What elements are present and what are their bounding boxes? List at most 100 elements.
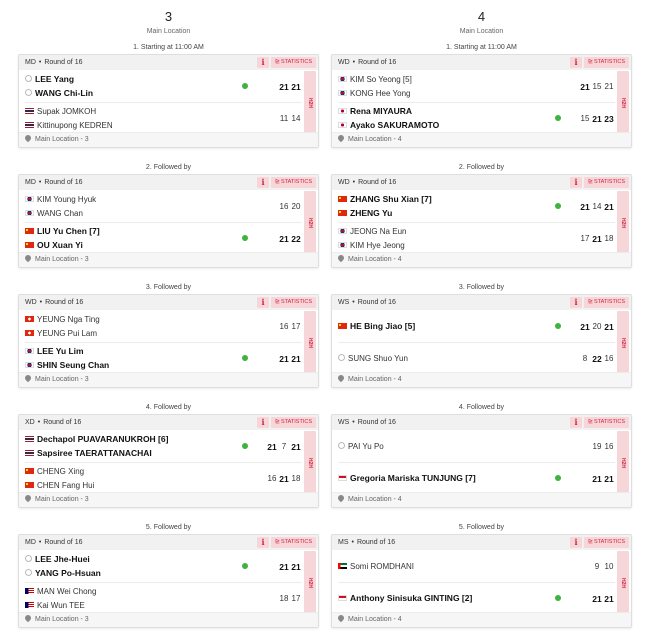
info-button[interactable]: i	[257, 297, 269, 308]
player-name[interactable]: YEUNG Nga Ting	[25, 313, 100, 326]
h2h-button[interactable]: H2H	[617, 191, 629, 255]
player-name[interactable]: WANG Chi-Lin	[25, 87, 93, 100]
statistics-button[interactable]: ⊵STATISTICS	[584, 177, 629, 188]
info-button[interactable]: i	[570, 297, 582, 308]
player-name[interactable]: JEONG Na Eun	[338, 225, 406, 238]
player-name-text: JEONG Na Eun	[350, 227, 407, 236]
separator-dot: •	[38, 539, 42, 546]
player-name[interactable]: YEUNG Pui Lam	[25, 327, 97, 340]
statistics-button[interactable]: ⊵STATISTICS	[271, 57, 316, 68]
player-name[interactable]: ZHANG Shu Xian [7]	[338, 193, 432, 206]
kor-flag-icon	[25, 209, 34, 216]
event-code: WD	[338, 179, 350, 186]
match-card[interactable]: MS • Round of 16 i ⊵STATISTICS H2H Somi ROMDHA…	[331, 534, 632, 628]
player-name[interactable]: OU Xuan Yi	[25, 239, 83, 252]
match-card[interactable]: WS • Round of 16 i ⊵STATISTICS H2H PAI Yu Po 19…	[331, 414, 632, 508]
player-name-text: Dechapol PUAVARANUKROH [6]	[37, 434, 169, 444]
player-name[interactable]: Anthony Sinisuka GINTING [2]	[338, 592, 472, 605]
statistics-button[interactable]: ⊵STATISTICS	[584, 297, 629, 308]
info-button[interactable]: i	[257, 417, 269, 428]
info-button[interactable]: i	[257, 57, 269, 68]
info-button[interactable]: i	[257, 537, 269, 548]
player-name[interactable]: KONG Hee Yong	[338, 87, 410, 100]
player-name[interactable]: Gregoria Mariska TUNJUNG [7]	[338, 472, 476, 485]
match-header: WD • Round of 16	[19, 295, 318, 310]
player-name[interactable]: LIU Yu Chen [7]	[25, 225, 100, 238]
h2h-button[interactable]: H2H	[617, 71, 629, 135]
player-name[interactable]: SHIN Seung Chan	[25, 359, 109, 372]
match-card[interactable]: MD • Round of 16 i ⊵STATISTICS H2H KIM Young H…	[18, 174, 319, 268]
h2h-button[interactable]: H2H	[304, 71, 316, 135]
player-name[interactable]: LEE Yang	[25, 73, 74, 86]
match-card[interactable]: MD • Round of 16 i ⊵STATISTICS H2H LEE Jhe-Hue…	[18, 534, 319, 628]
player-name[interactable]: Sapsiree TAERATTANACHAI	[25, 447, 152, 460]
info-button[interactable]: i	[570, 57, 582, 68]
player-name[interactable]: LEE Yu Lim	[25, 345, 84, 358]
winner-indicator-icon	[242, 235, 248, 241]
player-name[interactable]: YANG Po-Hsuan	[25, 567, 101, 580]
chn-flag-icon	[25, 481, 34, 488]
h2h-button[interactable]: H2H	[617, 431, 629, 495]
player-name[interactable]: Dechapol PUAVARANUKROH [6]	[25, 433, 168, 446]
player-name[interactable]: Rena MIYAURA	[338, 105, 412, 118]
match-order-label: 2. Followed by	[458, 164, 505, 171]
info-button[interactable]: i	[570, 537, 582, 548]
h2h-button[interactable]: H2H	[304, 311, 316, 375]
match-card[interactable]: WD • Round of 16 i ⊵STATISTICS H2H KIM So Yeon…	[331, 54, 632, 148]
player-name[interactable]: CHENG Xing	[25, 465, 84, 478]
player-name[interactable]: WANG Chan	[25, 207, 83, 220]
separator-dot: •	[37, 419, 41, 426]
location-pin-icon	[23, 253, 33, 263]
statistics-button[interactable]: ⊵STATISTICS	[271, 537, 316, 548]
player-name[interactable]: CHEN Fang Hui	[25, 479, 94, 492]
location-text: Main Location - 3	[35, 376, 89, 383]
statistics-button[interactable]: ⊵STATISTICS	[271, 417, 316, 428]
statistics-button[interactable]: ⊵STATISTICS	[584, 417, 629, 428]
statistics-button[interactable]: ⊵STATISTICS	[584, 537, 629, 548]
h2h-button[interactable]: H2H	[304, 191, 316, 255]
player-name[interactable]: HE Bing Jiao [5]	[338, 320, 415, 333]
game-score: 14	[291, 114, 301, 123]
player-name-text: LEE Yang	[35, 74, 75, 84]
statistics-button[interactable]: ⊵STATISTICS	[271, 177, 316, 188]
player-name[interactable]: Kai Wun TEE	[25, 599, 85, 612]
tha-flag-icon	[25, 435, 34, 442]
game-score: 21	[604, 594, 614, 604]
player-name[interactable]: PAI Yu Po	[338, 440, 384, 453]
game-scores: 21 21	[256, 560, 302, 574]
player-name[interactable]: Kittinupong KEDREN	[25, 119, 113, 132]
player-name[interactable]: LEE Jhe-Huei	[25, 553, 90, 566]
game-scores: 21 21	[256, 352, 302, 366]
match-card[interactable]: WD • Round of 16 i ⊵STATISTICS H2H ZHANG Shu X…	[331, 174, 632, 268]
match-card[interactable]: WS • Round of 16 i ⊵STATISTICS H2H HE Bing Jia…	[331, 294, 632, 388]
match-card[interactable]: MD • Round of 16 i ⊵STATISTICS H2H LEE Yang WAN…	[18, 54, 319, 148]
chn-flag-icon	[25, 241, 34, 248]
h2h-button[interactable]: H2H	[304, 431, 316, 495]
match-card[interactable]: WD • Round of 16 i ⊵STATISTICS H2H YEUNG Nga T…	[18, 294, 319, 388]
player-name[interactable]: Ayako SAKURAMOTO	[338, 119, 439, 132]
statistics-button[interactable]: ⊵STATISTICS	[584, 57, 629, 68]
player-name[interactable]: Somi ROMDHANI	[338, 560, 414, 573]
h2h-button[interactable]: H2H	[617, 551, 629, 615]
round-label: Round of 16	[356, 539, 396, 546]
player-name[interactable]: ZHENG Yu	[338, 207, 392, 220]
player-name-text: OU Xuan Yi	[37, 240, 83, 250]
player-name-text: Supak JOMKOH	[37, 107, 97, 116]
info-button[interactable]: i	[570, 177, 582, 188]
h2h-button[interactable]: H2H	[304, 551, 316, 615]
player-name[interactable]: MAN Wei Chong	[25, 585, 96, 598]
info-button[interactable]: i	[257, 177, 269, 188]
statistics-button[interactable]: ⊵STATISTICS	[271, 297, 316, 308]
player-name[interactable]: KIM So Yeong [5]	[338, 73, 412, 86]
player-name[interactable]: KIM Young Hyuk	[25, 193, 96, 206]
info-button[interactable]: i	[570, 417, 582, 428]
match-card[interactable]: XD • Round of 16 i ⊵STATISTICS H2H Dechapol PU…	[18, 414, 319, 508]
h2h-button[interactable]: H2H	[617, 311, 629, 375]
player-name[interactable]: SUNG Shuo Yun	[338, 352, 408, 365]
game-score: 10	[604, 562, 614, 571]
player-name[interactable]: KIM Hye Jeong	[338, 239, 405, 252]
player-name[interactable]: Supak JOMKOH	[25, 105, 96, 118]
game-score: 17	[580, 234, 590, 243]
match-location: Main Location - 3	[19, 252, 318, 267]
h2h-label: H2H	[620, 217, 626, 229]
